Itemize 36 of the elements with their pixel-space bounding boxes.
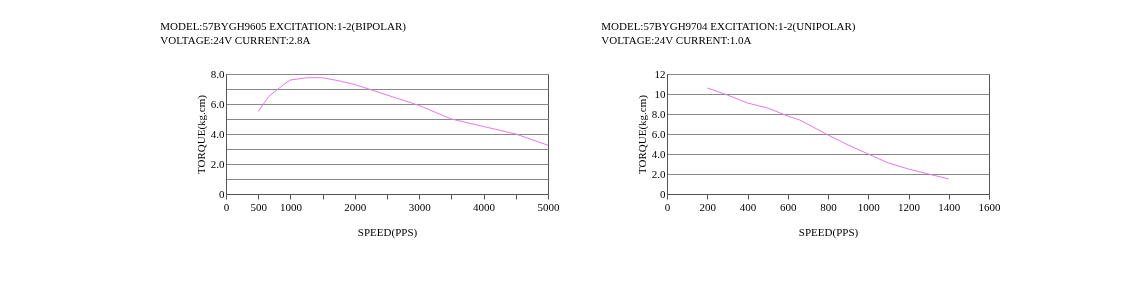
x-axis-title: SPEED(PPS)	[798, 225, 859, 239]
x-tick-label: 2000	[344, 200, 367, 213]
chart-title: MODEL:57BYGH9704 EXCITATION:1-2(UNIPOLAR)	[601, 20, 856, 33]
y-tick-label: 8.0	[210, 67, 225, 80]
x-tick-label: 1200	[898, 200, 921, 213]
y-axis-title: TORQUE(kg.cm)	[635, 94, 649, 174]
y-tick-label: 12	[654, 67, 666, 80]
x-tick-label: 1000	[857, 200, 881, 213]
y-tick-label: 10	[654, 87, 666, 100]
y-tick-label: 0	[219, 187, 225, 200]
x-tick-label: 3000	[408, 200, 432, 213]
chart-title: MODEL:57BYGH9605 EXCITATION:1-2(BIPOLAR)	[160, 20, 407, 33]
chart-subtitle: VOLTAGE:24V CURRENT:2.8A	[160, 34, 311, 46]
x-tick-label: 1400	[938, 200, 961, 213]
x-tick-label: 1000	[279, 200, 303, 213]
x-tick-label: 1600	[978, 200, 1001, 213]
y-tick-label: 0	[660, 187, 666, 200]
x-tick-label: 4000	[473, 200, 496, 213]
x-tick-label: 400	[739, 200, 757, 213]
x-tick-label: 200	[699, 200, 717, 213]
chart-subtitle: VOLTAGE:24V CURRENT:1.0A	[601, 34, 752, 46]
y-tick-label: 4.0	[651, 147, 666, 160]
x-tick-label: 800	[820, 200, 838, 213]
x-tick-label: 5000	[537, 200, 560, 213]
x-axis-title: SPEED(PPS)	[357, 225, 418, 239]
y-tick-label: 4.0	[210, 127, 225, 140]
x-tick-label: 600	[780, 200, 797, 213]
y-tick-label: 2.0	[651, 167, 666, 180]
y-tick-label: 8.0	[651, 107, 666, 120]
y-axis-title: TORQUE(kg.cm)	[194, 94, 208, 174]
line-series	[257, 77, 549, 146]
y-tick-label: 6.0	[210, 97, 225, 110]
y-tick-label: 6.0	[651, 127, 666, 140]
y-tick-label: 2.0	[210, 157, 225, 170]
x-tick-label: 500	[250, 200, 268, 213]
line-series	[706, 87, 950, 180]
